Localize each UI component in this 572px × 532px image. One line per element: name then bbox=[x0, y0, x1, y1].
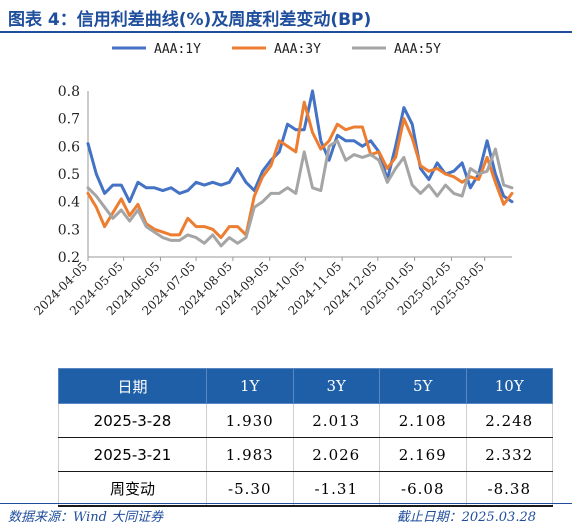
header-10y: 10Y bbox=[465, 368, 553, 404]
table-row: 周变动 -5.30 -1.31 -6.08 -8.38 bbox=[58, 471, 553, 507]
header-1y: 1Y bbox=[206, 368, 294, 404]
spread-line-chart: 0.20.30.40.50.60.70.82024-04-052024-05-0… bbox=[31, 42, 514, 318]
cell-5y: -6.08 bbox=[379, 471, 467, 507]
cell-10y: -8.38 bbox=[465, 471, 553, 507]
row-label: 2025-3-21 bbox=[58, 437, 207, 472]
cutoff-date: 截止日期：2025.03.28 bbox=[396, 510, 536, 525]
spread-table: 日期 1Y 3Y 5Y 10Y 2025-3-28 1.930 2.013 2.… bbox=[58, 368, 553, 507]
series-line-aaa5y bbox=[86, 139, 514, 248]
cell-5y: 2.169 bbox=[379, 437, 467, 472]
source-note: 数据来源：Wind 大同证券 bbox=[8, 510, 164, 525]
header-date: 日期 bbox=[58, 368, 207, 404]
table-header-row: 日期 1Y 3Y 5Y 10Y bbox=[58, 368, 553, 404]
row-label: 周变动 bbox=[58, 471, 207, 507]
y-tick-label: 0.3 bbox=[58, 222, 80, 238]
y-tick-label: 0.2 bbox=[58, 250, 80, 266]
cell-5y: 2.108 bbox=[379, 403, 467, 438]
title-bar: 图表 4：信用利差曲线(%)及周度利差变动(BP) bbox=[0, 0, 572, 33]
legend-label: AAA:3Y bbox=[274, 42, 321, 57]
series-line-aaa3y bbox=[86, 100, 514, 240]
cell-3y: 2.026 bbox=[292, 437, 380, 472]
figure-title: 图表 4：信用利差曲线(%)及周度利差变动(BP) bbox=[8, 10, 372, 30]
table-row: 2025-3-21 1.983 2.026 2.169 2.332 bbox=[58, 437, 553, 472]
row-label: 2025-3-28 bbox=[58, 403, 207, 438]
cell-10y: 2.248 bbox=[465, 403, 553, 438]
footer-rule bbox=[0, 503, 572, 504]
table-row: 2025-3-28 1.930 2.013 2.108 2.248 bbox=[58, 403, 553, 438]
cell-1y: 1.930 bbox=[206, 403, 294, 438]
y-tick-label: 0.7 bbox=[58, 112, 80, 128]
cell-3y: -1.31 bbox=[292, 471, 380, 507]
title-underline bbox=[0, 31, 572, 33]
y-tick-label: 0.8 bbox=[58, 84, 80, 100]
legend-label: AAA:5Y bbox=[394, 42, 441, 57]
y-tick-label: 0.4 bbox=[58, 195, 80, 211]
cell-3y: 2.013 bbox=[292, 403, 380, 438]
header-3y: 3Y bbox=[292, 368, 380, 404]
header-5y: 5Y bbox=[379, 368, 467, 404]
y-tick-label: 0.6 bbox=[58, 139, 80, 155]
cell-1y: 1.983 bbox=[206, 437, 294, 472]
cell-10y: 2.332 bbox=[465, 437, 553, 472]
series-line-aaa1y bbox=[86, 89, 514, 204]
legend-label: AAA:1Y bbox=[154, 42, 201, 57]
cell-1y: -5.30 bbox=[206, 471, 294, 507]
y-tick-label: 0.5 bbox=[58, 167, 80, 183]
